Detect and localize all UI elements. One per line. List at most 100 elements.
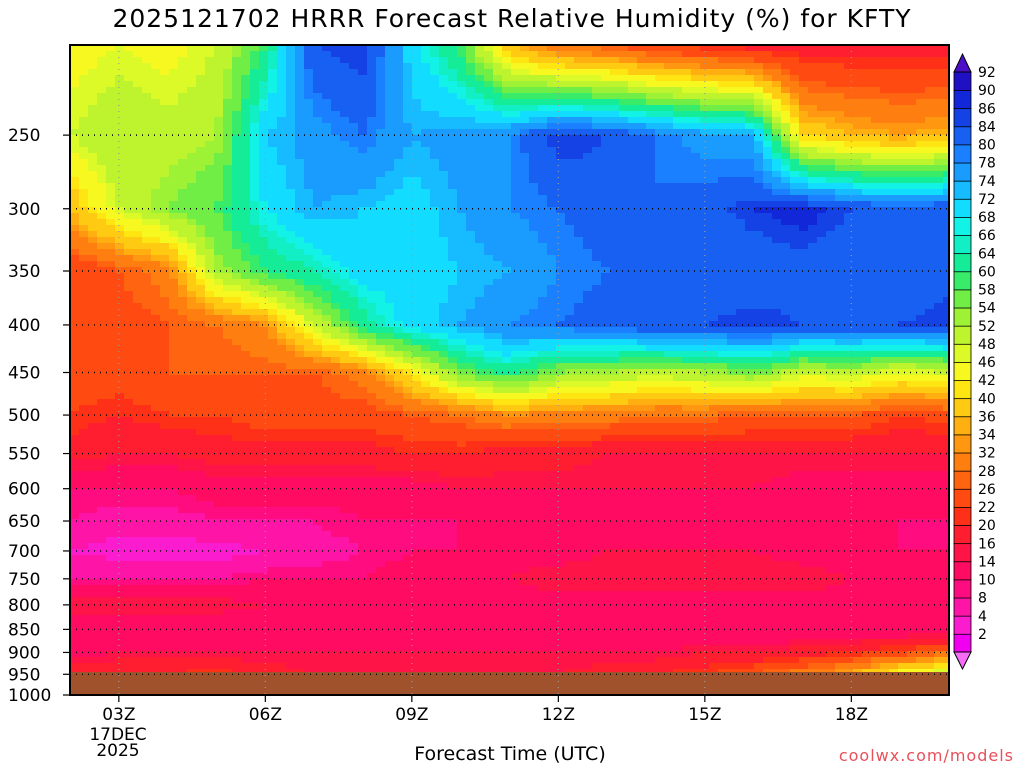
rh-cell (322, 195, 332, 202)
rh-cell (763, 81, 773, 88)
rh-cell (358, 117, 368, 124)
rh-cell (277, 231, 287, 238)
rh-cell (394, 225, 404, 232)
rh-cell (268, 153, 278, 160)
rh-cell (610, 303, 620, 310)
rh-cell (529, 87, 539, 94)
rh-cell (439, 183, 449, 190)
rh-cell (727, 183, 737, 190)
rh-cell (70, 309, 80, 316)
rh-cell (70, 345, 80, 352)
rh-cell (331, 141, 341, 148)
rh-cell (502, 189, 512, 196)
rh-cell (916, 45, 926, 52)
rh-cell (862, 333, 872, 340)
rh-cell (124, 243, 134, 250)
rh-cell (520, 201, 530, 208)
rh-cell (250, 315, 260, 322)
rh-cell (691, 123, 701, 130)
rh-cell (160, 81, 170, 88)
rh-cell (781, 225, 791, 232)
rh-cell (646, 153, 656, 160)
rh-cell (790, 147, 800, 154)
rh-cell (529, 117, 539, 124)
rh-cell (691, 225, 701, 232)
rh-cell (592, 213, 602, 220)
rh-cell (511, 141, 521, 148)
rh-cell (637, 207, 647, 214)
rh-cell (646, 189, 656, 196)
rh-cell (574, 249, 584, 256)
rh-cell (610, 321, 620, 328)
rh-cell (367, 123, 377, 130)
rh-cell (664, 213, 674, 220)
rh-cell (511, 171, 521, 178)
rh-cell (304, 129, 314, 136)
rh-cell (529, 255, 539, 262)
rh-cell (277, 87, 287, 94)
rh-cell (187, 309, 197, 316)
rh-cell (385, 267, 395, 274)
rh-cell (295, 255, 305, 262)
rh-cell (736, 321, 746, 328)
rh-cell (538, 159, 548, 166)
rh-cell (97, 75, 107, 82)
rh-cell (709, 123, 719, 130)
rh-cell (313, 135, 323, 142)
rh-cell (457, 213, 467, 220)
rh-cell (457, 219, 467, 226)
rh-cell (268, 273, 278, 280)
rh-cell (196, 273, 206, 280)
rh-cell (934, 135, 944, 142)
rh-cell (421, 75, 431, 82)
rh-cell (106, 93, 116, 100)
rh-cell (610, 195, 620, 202)
rh-cell (691, 93, 701, 100)
rh-cell (385, 81, 395, 88)
rh-cell (655, 153, 665, 160)
rh-cell (547, 297, 557, 304)
rh-cell (295, 159, 305, 166)
rh-cell (790, 297, 800, 304)
rh-cell (583, 51, 593, 58)
rh-cell (646, 141, 656, 148)
rh-cell (763, 315, 773, 322)
rh-cell (457, 291, 467, 298)
rh-cell (475, 177, 485, 184)
rh-cell (295, 111, 305, 118)
rh-cell (241, 243, 251, 250)
rh-cell (637, 147, 647, 154)
rh-cell (817, 267, 827, 274)
rh-cell (286, 279, 296, 286)
rh-cell (907, 345, 917, 352)
rh-cell (808, 81, 818, 88)
rh-cell (115, 219, 125, 226)
rh-cell (97, 291, 107, 298)
rh-cell (367, 99, 377, 106)
rh-cell (934, 213, 944, 220)
rh-cell (835, 183, 845, 190)
rh-cell (412, 177, 422, 184)
rh-cell (511, 75, 521, 82)
rh-cell (475, 309, 485, 316)
rh-cell (196, 129, 206, 136)
rh-cell (88, 291, 98, 298)
rh-cell (115, 225, 125, 232)
rh-cell (214, 327, 224, 334)
rh-cell (241, 87, 251, 94)
rh-cell (196, 261, 206, 268)
rh-cell (934, 69, 944, 76)
rh-cell (637, 69, 647, 76)
rh-cell (619, 159, 629, 166)
rh-cell (556, 195, 566, 202)
rh-cell (754, 309, 764, 316)
rh-cell (250, 219, 260, 226)
rh-cell (682, 153, 692, 160)
rh-cell (538, 147, 548, 154)
rh-cell (916, 291, 926, 298)
rh-cell (889, 129, 899, 136)
rh-cell (844, 273, 854, 280)
rh-cell (799, 171, 809, 178)
rh-cell (691, 99, 701, 106)
rh-cell (223, 243, 233, 250)
